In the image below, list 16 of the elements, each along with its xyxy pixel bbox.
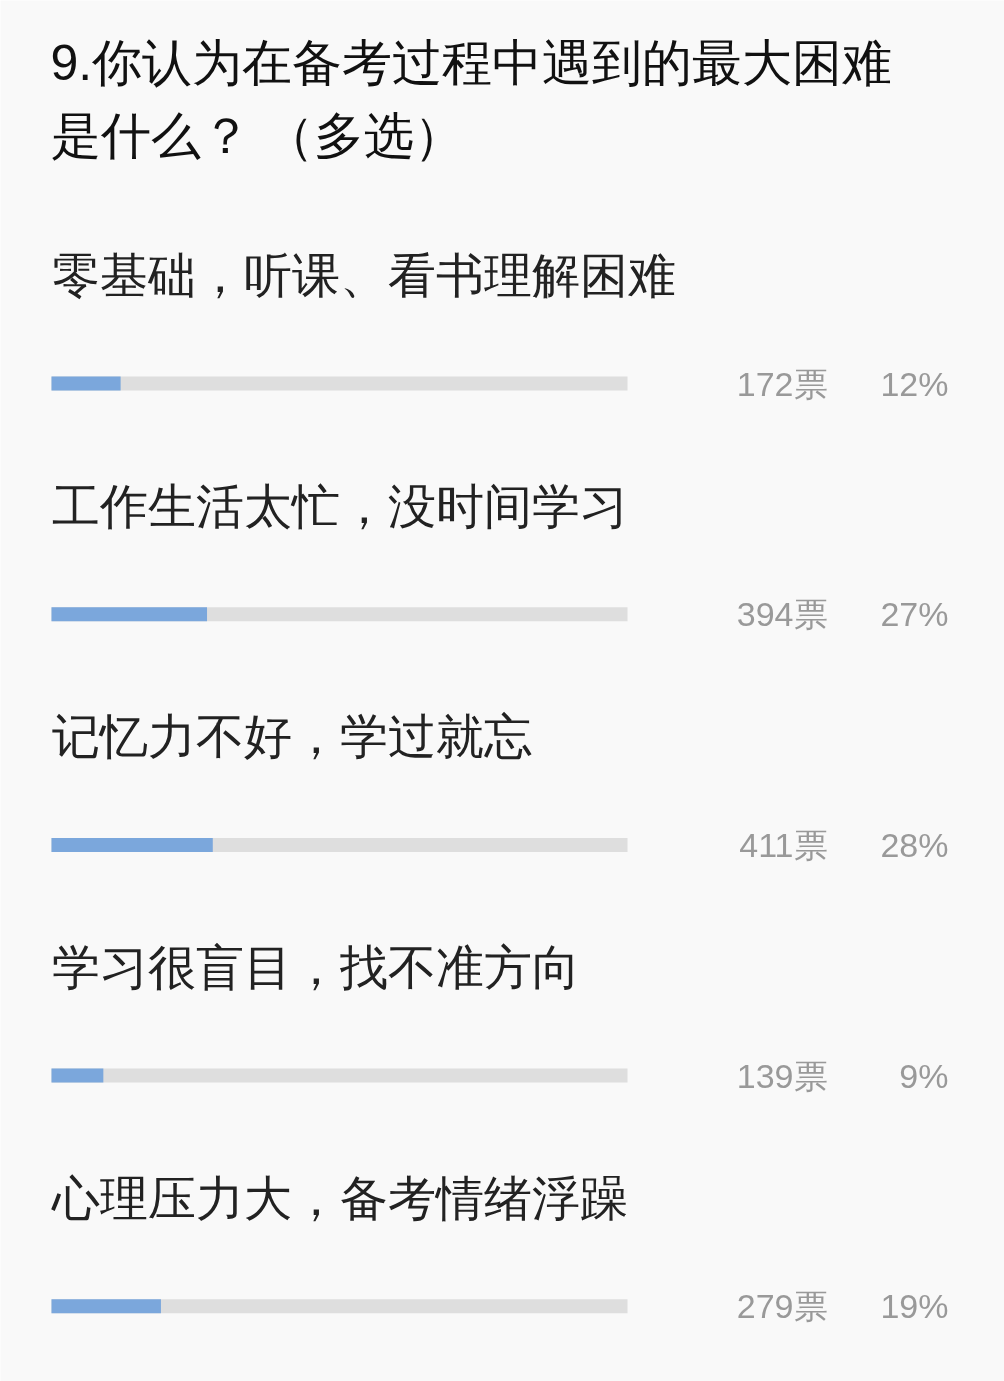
y-tick-label: 学习很盲目，找不准方向	[51, 941, 580, 995]
text: 411票	[739, 825, 828, 864]
text: 279票	[736, 1287, 828, 1326]
data-label: 19%	[880, 1287, 949, 1326]
data-label: 28%	[880, 825, 949, 864]
y-tick-label: 零基础，听课、看书理解困难	[51, 249, 676, 302]
chart-title: 9.你认为在备考过程中遇到的最大困难是什么？ （多选）	[50, 34, 893, 164]
data-label: 9%	[899, 1056, 949, 1095]
y-tick-label: 记忆力不好，学过就忘	[51, 710, 532, 764]
y-tick-label: 工作生活太忙，没时间学习	[51, 479, 628, 533]
text: 172票	[736, 364, 828, 403]
data-label: 27%	[880, 595, 949, 634]
data-label: 12%	[880, 364, 949, 403]
text: 139票	[736, 1056, 828, 1095]
y-tick-label: 心理压力大，备考情绪浮躁	[50, 1171, 628, 1225]
text: 394票	[736, 595, 828, 634]
